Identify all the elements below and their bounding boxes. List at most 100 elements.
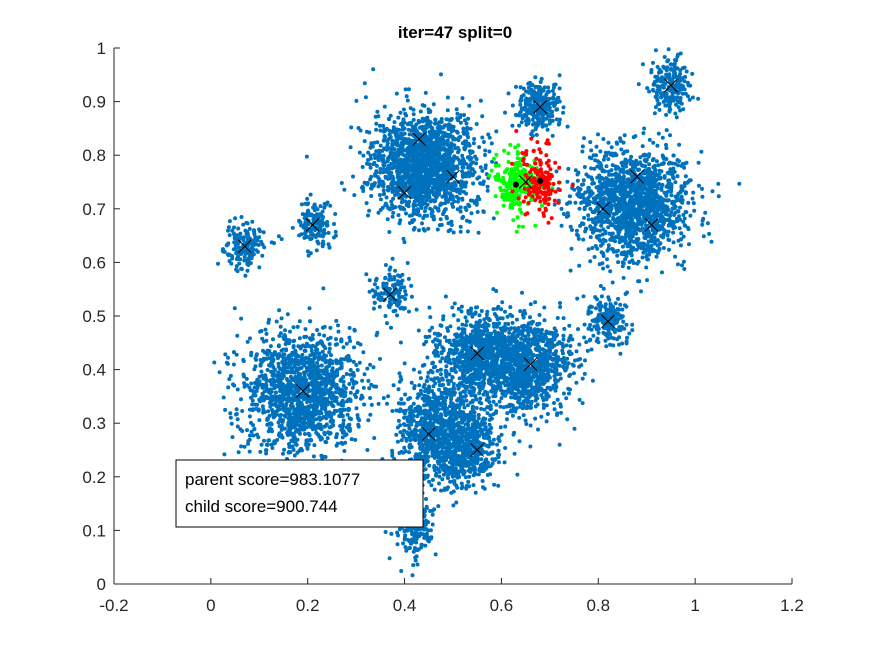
data-point [476,412,481,417]
data-point [402,361,407,366]
data-point [423,467,428,472]
data-point [426,528,430,533]
data-point [456,148,461,153]
data-point [433,121,438,126]
data-point [287,357,292,362]
data-point [469,156,474,161]
data-point [295,450,300,455]
data-point [444,175,449,180]
data-point [458,463,463,468]
data-point [329,361,334,366]
data-point [297,233,302,238]
data-point [274,409,279,414]
data-point [437,151,442,156]
data-point [439,117,444,121]
data-point [386,136,391,141]
data-point [431,168,436,173]
data-point [453,146,458,151]
data-point [418,531,423,536]
data-point [406,397,411,402]
data-point [419,206,424,210]
data-point [255,238,260,243]
data-point [481,422,486,427]
data-point [423,522,428,527]
data-point [407,309,411,314]
data-point [330,420,335,425]
data-point [433,473,438,478]
data-point [435,453,439,458]
data-point [231,231,236,236]
data-point [407,546,412,550]
data-point [396,293,401,298]
data-point [389,531,394,536]
data-point [479,457,484,462]
data-point [266,409,271,414]
data-point [424,153,429,158]
data-point [451,137,456,142]
data-point [417,370,422,375]
data-point [411,204,416,209]
data-point [465,463,470,468]
data-point [325,380,330,385]
data-point [255,432,259,437]
data-point [406,201,411,206]
data-point [269,389,274,394]
data-point [452,412,457,417]
data-point [400,144,405,149]
data-point [491,437,496,442]
data-point [298,220,303,225]
data-point [267,401,272,405]
data-point [424,124,429,129]
data-point [419,391,424,396]
data-point [350,378,355,383]
data-point [236,226,241,231]
data-point [440,467,445,471]
data-point [350,385,355,390]
data-point [329,368,334,373]
data-point [433,117,438,122]
data-point [420,422,425,427]
data-point [414,307,419,312]
data-point [216,261,220,266]
data-point [328,203,333,208]
data-point [385,401,389,406]
data-point [322,231,327,236]
data-point [217,370,222,375]
data-point [322,430,327,435]
data-point [466,426,471,431]
data-point [366,150,371,155]
data-point [480,449,484,454]
data-point [452,479,457,483]
data-point [432,465,437,470]
data-point [223,407,228,412]
data-point [425,401,430,406]
data-point [437,474,442,479]
data-point [321,234,325,239]
data-point [473,426,478,431]
data-point [412,172,417,177]
data-point [485,436,490,441]
data-point [460,184,465,189]
data-point [341,345,346,350]
data-point [281,451,285,456]
data-point [425,135,430,139]
data-point [427,386,432,391]
data-point [348,339,353,343]
data-point [432,199,437,204]
data-point [461,189,466,194]
data-point [357,418,362,423]
data-point [476,472,481,477]
data-point [452,154,457,159]
data-point [269,369,273,374]
data-point [315,360,320,365]
data-point [367,386,372,391]
data-point [433,141,438,146]
data-point [319,389,324,393]
data-point [304,378,309,383]
data-point [375,109,380,114]
data-point [298,431,302,436]
data-point [378,357,382,361]
data-point [297,336,302,341]
data-point [336,323,340,328]
data-point [406,419,411,424]
